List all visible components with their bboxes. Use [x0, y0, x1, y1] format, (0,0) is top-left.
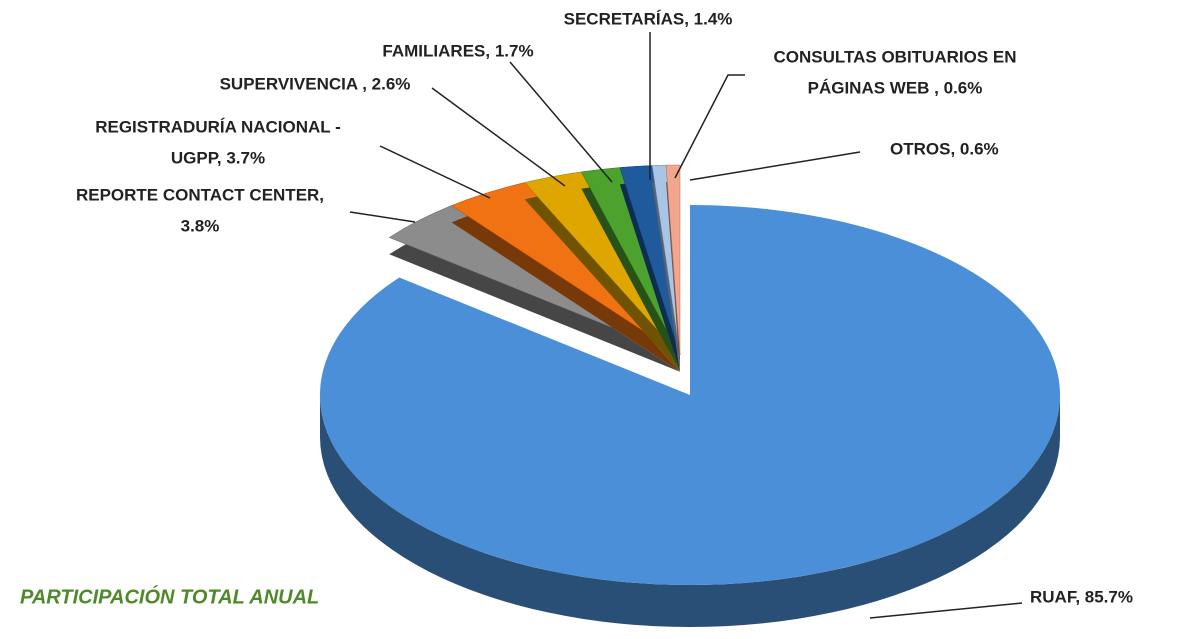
data-label: SECRETARÍAS, 1.4% — [564, 9, 733, 28]
pie-side — [652, 181, 680, 372]
leader-line — [509, 61, 613, 183]
pie-side — [581, 184, 680, 372]
data-label: PÁGINAS WEB , 0.6% — [808, 78, 983, 97]
data-label: CONSULTAS OBITUARIOS EN — [773, 47, 1016, 66]
pie-side — [619, 182, 680, 372]
data-label: FAMILIARES, 1.7% — [382, 41, 533, 60]
data-label: UGPP, 3.7% — [171, 148, 265, 167]
leader-line — [379, 145, 491, 199]
data-label: RUAF, 85.7% — [1030, 587, 1133, 606]
data-label: 3.8% — [181, 216, 220, 235]
data-label: REGISTRADURÍA NACIONAL - — [95, 117, 341, 136]
leader-line — [869, 602, 1023, 619]
leader-line — [674, 74, 745, 179]
leader-line — [689, 151, 861, 181]
pie-side — [320, 395, 1060, 627]
data-label: OTROS, 0.6% — [890, 139, 999, 158]
pie-slice — [319, 205, 1060, 586]
chart-title: PARTICIPACIÓN TOTAL ANUAL — [20, 584, 319, 608]
pie-slice — [665, 164, 681, 356]
leader-line — [431, 87, 566, 187]
leader-line — [349, 211, 416, 223]
data-label: REPORTE CONTACT CENTER, — [76, 185, 324, 204]
pie-side — [524, 188, 680, 372]
data-label: SUPERVIVENCIA , 2.6% — [220, 74, 411, 93]
